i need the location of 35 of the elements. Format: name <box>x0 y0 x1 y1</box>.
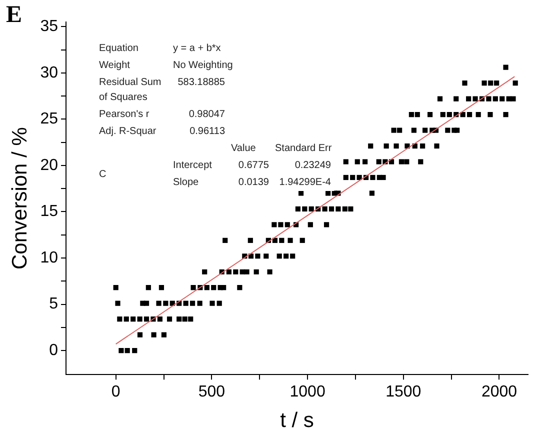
y-tick-label: 25 <box>40 110 58 128</box>
y-tick-label: 0 <box>49 342 58 359</box>
annotation: 0.6775 <box>237 159 270 173</box>
y-tick-label: 5 <box>49 296 58 313</box>
annotation: Residual Sum of Squares <box>98 76 162 105</box>
y-tick-label: 30 <box>40 64 58 82</box>
annotation: Value <box>230 142 257 156</box>
annotation: Weight <box>98 59 131 73</box>
x-axis-title: t / s <box>280 409 314 432</box>
annotation: y = a + b*x <box>172 42 222 56</box>
chart-title: E <box>6 2 22 29</box>
y-axis-title: Conversion / % <box>8 127 32 270</box>
annotation: 0.96113 <box>188 125 226 139</box>
annotation: 1.94299E-4 <box>278 176 332 190</box>
annotation: 0.0139 <box>237 176 270 190</box>
x-tick-label: 2000 <box>481 384 518 401</box>
annotation: Slope <box>172 176 200 190</box>
annotation: 0.23249 <box>294 159 332 173</box>
x-tick-label: 1000 <box>290 384 326 401</box>
annotation: Standard Err <box>274 142 333 156</box>
annotation: Intercept <box>172 159 213 173</box>
annotation: Pearson's r <box>98 108 150 122</box>
annotation: Adj. R-Squar <box>98 125 158 139</box>
x-tick-label: 1500 <box>386 384 422 401</box>
annotation: 583.18885 <box>176 76 226 90</box>
y-tick-label: 10 <box>40 249 58 266</box>
x-tick-label: 0 <box>111 384 120 401</box>
y-tick-label: 15 <box>40 203 58 220</box>
annotation: Equation <box>98 42 140 56</box>
y-tick-label: 20 <box>40 156 58 174</box>
annotation: 0.98047 <box>188 108 226 122</box>
annotation: No Weighting <box>172 59 234 73</box>
annotation: C <box>98 168 108 182</box>
x-tick-label: 500 <box>198 384 226 401</box>
y-tick-label: 35 <box>40 18 58 36</box>
